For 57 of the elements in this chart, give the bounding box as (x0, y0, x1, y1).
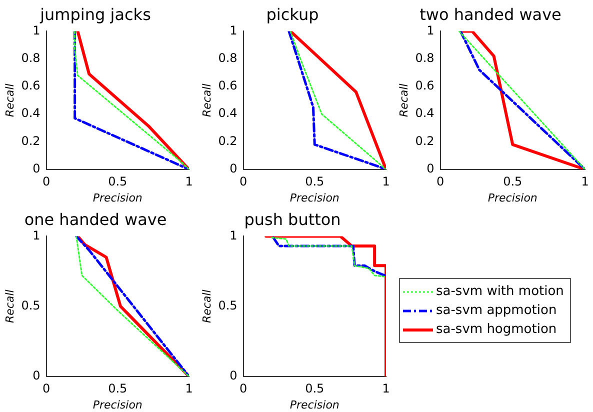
chart-title: push button (244, 210, 341, 229)
x-tick-label: 0.5 (305, 174, 324, 189)
x-tick-label: 0.5 (108, 174, 128, 189)
y-tick-label: 0.5 (218, 298, 238, 312)
chart-title: jumping jacks (39, 4, 151, 24)
x-tick-label: 0 (436, 174, 444, 189)
y-tick-label: 0.5 (21, 298, 40, 312)
x-tick-label: 1 (185, 174, 193, 189)
x-tick-label: 0.5 (503, 174, 522, 189)
x-axis-title: Precision (488, 191, 538, 204)
y-axis-title: Recall (397, 84, 410, 117)
y-tick-label: 0.2 (415, 134, 434, 148)
x-axis-title: Precision (92, 398, 142, 412)
y-tick-label: 0.4 (218, 106, 238, 120)
y-tick-label: 0 (230, 162, 238, 176)
x-tick-label: 1 (185, 382, 193, 396)
chart-title: two handed wave (420, 4, 562, 24)
x-tick-label: 0.5 (108, 382, 128, 396)
y-tick-label: 1 (230, 23, 238, 38)
y-tick-label: 1 (32, 228, 40, 242)
y-tick-label: 1 (32, 23, 40, 38)
x-axis-title: Precision (290, 191, 340, 204)
x-tick-label: 1 (382, 382, 390, 396)
y-tick-label: 0.8 (415, 50, 434, 65)
y-tick-label: 0 (32, 368, 40, 383)
chart-title: one handed wave (24, 210, 167, 229)
x-tick-label: 0 (239, 174, 248, 189)
y-axis-title: Recall (3, 290, 16, 323)
y-tick-label: 0.6 (21, 78, 40, 93)
x-tick-label: 0 (42, 382, 50, 396)
y-axis-title: Recall (3, 84, 16, 117)
y-tick-label: 1 (230, 228, 238, 242)
chart-title: pickup (266, 4, 319, 24)
y-tick-label: 0.8 (21, 50, 40, 65)
x-tick-label: 0 (42, 174, 50, 189)
y-tick-label: 0 (32, 162, 40, 176)
x-axis-title: Precision (92, 191, 142, 204)
legend-label: sa-svm appmotion (436, 302, 557, 320)
y-tick-label: 0 (426, 162, 434, 176)
y-tick-label: 0.2 (218, 134, 238, 148)
x-tick-label: 0.5 (305, 382, 324, 396)
x-tick-label: 0 (239, 382, 248, 396)
x-tick-label: 1 (581, 174, 589, 189)
x-tick-label: 1 (382, 174, 390, 189)
legend-label: sa-svm with motion (436, 283, 564, 301)
x-axis-title: Precision (290, 398, 340, 412)
y-axis-title: Recall (200, 290, 214, 323)
y-tick-label: 0.4 (415, 106, 434, 120)
y-tick-label: 0.8 (218, 50, 238, 65)
y-tick-label: 0.2 (21, 134, 40, 148)
y-axis-title: Recall (200, 84, 214, 117)
y-tick-label: 1 (426, 23, 434, 38)
y-tick-label: 0 (230, 368, 238, 383)
y-tick-label: 0.6 (415, 78, 434, 93)
legend-label: sa-svm hogmotion (436, 321, 557, 339)
y-tick-label: 0.6 (218, 78, 238, 93)
y-tick-label: 0.4 (21, 106, 40, 120)
